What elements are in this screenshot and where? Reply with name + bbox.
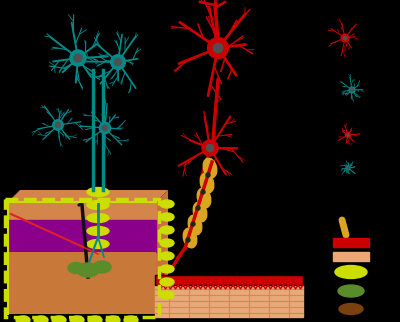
Circle shape (100, 122, 110, 134)
Ellipse shape (87, 240, 109, 249)
Ellipse shape (197, 188, 211, 208)
Ellipse shape (87, 187, 109, 196)
Circle shape (202, 140, 218, 156)
Ellipse shape (335, 266, 367, 279)
Ellipse shape (339, 304, 363, 315)
Circle shape (186, 238, 190, 242)
Circle shape (343, 36, 347, 40)
Circle shape (206, 144, 214, 152)
Ellipse shape (68, 262, 84, 273)
Circle shape (349, 87, 355, 93)
Ellipse shape (203, 158, 217, 178)
Circle shape (206, 173, 210, 177)
Circle shape (213, 43, 223, 53)
Bar (8, 220, 156, 252)
Ellipse shape (183, 228, 197, 248)
Circle shape (350, 89, 354, 91)
Circle shape (74, 54, 82, 62)
Circle shape (55, 122, 61, 128)
Circle shape (102, 125, 108, 131)
Ellipse shape (87, 226, 109, 235)
Ellipse shape (338, 285, 364, 297)
Circle shape (347, 167, 349, 169)
Ellipse shape (87, 213, 109, 223)
Bar (333, 238, 369, 247)
Ellipse shape (160, 200, 174, 208)
Bar (155, 285, 303, 317)
Ellipse shape (88, 316, 102, 322)
Ellipse shape (87, 201, 109, 210)
Ellipse shape (200, 173, 214, 193)
Ellipse shape (34, 316, 48, 322)
Ellipse shape (160, 265, 174, 273)
Bar (333, 252, 369, 261)
Ellipse shape (188, 215, 202, 235)
FancyBboxPatch shape (155, 275, 303, 285)
Ellipse shape (70, 316, 84, 322)
Circle shape (347, 134, 349, 136)
Polygon shape (8, 252, 156, 314)
Ellipse shape (160, 252, 174, 260)
Circle shape (114, 58, 122, 66)
Bar (8, 202, 156, 220)
Ellipse shape (160, 291, 174, 299)
Ellipse shape (193, 202, 207, 222)
Ellipse shape (77, 263, 99, 277)
Ellipse shape (16, 316, 30, 322)
Circle shape (346, 166, 350, 170)
Circle shape (346, 132, 350, 137)
Circle shape (196, 206, 200, 210)
Polygon shape (156, 190, 168, 314)
Ellipse shape (124, 316, 138, 322)
Circle shape (70, 50, 86, 66)
Ellipse shape (160, 278, 174, 286)
Circle shape (201, 190, 205, 194)
Ellipse shape (160, 226, 174, 234)
Circle shape (191, 222, 195, 226)
Ellipse shape (160, 239, 174, 247)
Circle shape (53, 120, 63, 130)
Circle shape (341, 34, 349, 42)
Circle shape (111, 55, 125, 69)
Ellipse shape (93, 261, 111, 273)
Ellipse shape (106, 316, 120, 322)
Ellipse shape (52, 316, 66, 322)
Polygon shape (8, 190, 168, 202)
Ellipse shape (160, 213, 174, 221)
Circle shape (208, 38, 228, 58)
